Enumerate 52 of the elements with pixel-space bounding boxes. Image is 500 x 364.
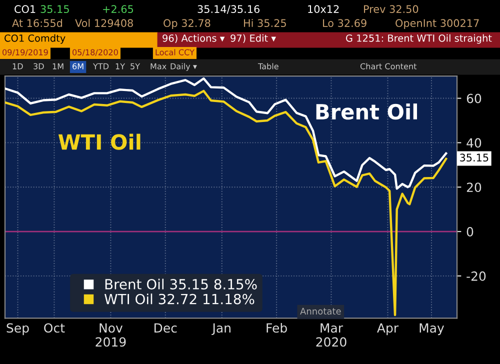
text: 35.15 xyxy=(40,5,69,14)
text: Max xyxy=(150,63,166,70)
text: Vol 129408 xyxy=(75,18,133,28)
x-tick-label: Mar 2020 xyxy=(316,323,346,347)
text: 09/19/2019 xyxy=(2,49,48,56)
text: 6M xyxy=(72,63,84,70)
x-tick-label: Jan xyxy=(212,323,230,335)
x-tick-label: Sep xyxy=(6,323,29,336)
x-tick-label: Dec xyxy=(154,323,177,333)
text: 1Y xyxy=(116,63,126,70)
line-series xyxy=(5,90,448,316)
annotation: Annotate xyxy=(300,308,341,315)
text: Local CCY xyxy=(156,49,194,56)
text: 3D xyxy=(34,63,44,70)
text: +2.65 xyxy=(103,5,134,14)
text: Op 32.78 xyxy=(164,19,210,30)
text: 35.14/35.16 xyxy=(198,5,260,14)
text: CO1 Comdty xyxy=(4,34,66,44)
text: Hi 35.25 xyxy=(244,18,286,28)
x-tick-label: Nov 2019 xyxy=(96,323,126,347)
text: 05/18/2020 xyxy=(72,49,118,56)
legend-label: Brent Oil 35.15 8.15% xyxy=(105,278,257,290)
x-tick-label: Apr xyxy=(377,323,399,336)
x-tick-label: Feb xyxy=(266,322,287,333)
text: Daily ▾ xyxy=(170,63,197,71)
annotation: WTI Oil xyxy=(58,134,140,150)
text: YTD xyxy=(92,63,109,70)
text: Table xyxy=(258,63,278,70)
text: OpenInt 300217 xyxy=(396,19,479,30)
x-tick-label: Oct xyxy=(44,323,65,333)
text: 1D xyxy=(12,63,23,70)
y-tick-label: 20 xyxy=(466,182,482,192)
y-tick-label: -20 xyxy=(466,271,486,281)
text: Lo 32.69 xyxy=(323,19,366,28)
x-tick-label: May xyxy=(420,323,444,336)
text: Chart Content xyxy=(360,63,417,70)
text: 97) Edit ▾ xyxy=(230,34,276,43)
text: 5Y xyxy=(130,63,140,70)
y-tick-label: 0 xyxy=(466,227,474,236)
legend-label: WTI Oil 32.72 11.18% xyxy=(104,294,254,304)
annotation: Brent Oil xyxy=(316,104,418,120)
text: At 16:55d xyxy=(12,18,62,28)
text: CO1 xyxy=(14,5,36,14)
y-tick-label: 60 xyxy=(466,94,482,104)
text: 96) Actions ▾ xyxy=(162,34,225,43)
text: Prev 32.50 xyxy=(364,5,418,14)
text: 1M xyxy=(52,63,64,70)
annotation: 35.15 xyxy=(460,154,488,162)
text: G 1251: Brent WTI Oil straight xyxy=(346,34,492,44)
line-series xyxy=(5,77,448,190)
text: 10x12 xyxy=(308,5,339,14)
y-tick-label: 40 xyxy=(466,138,482,148)
